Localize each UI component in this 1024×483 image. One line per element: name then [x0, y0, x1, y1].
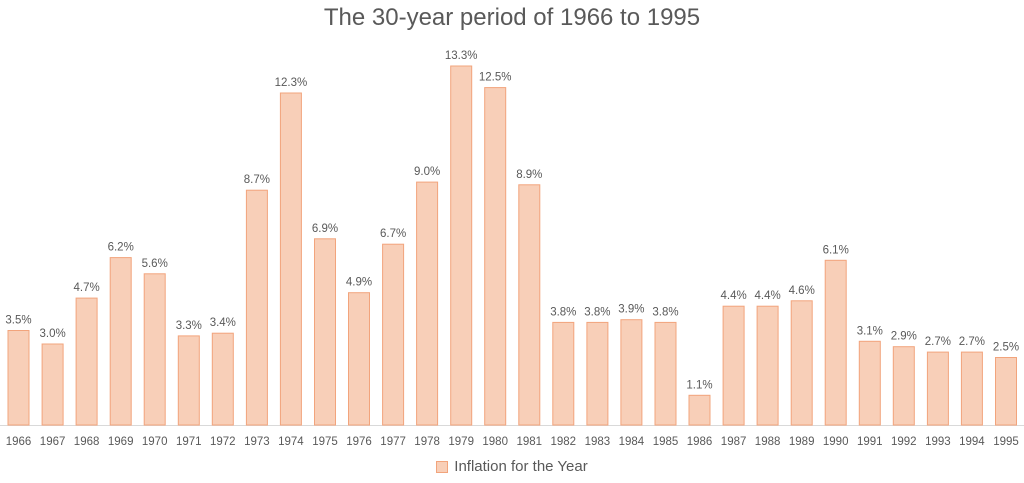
- x-tick-label-1985: 1985: [653, 436, 679, 448]
- x-tick-label-1991: 1991: [857, 436, 883, 448]
- chart-title: The 30-year period of 1966 to 1995: [323, 4, 701, 31]
- data-label-1976: 4.9%: [346, 277, 372, 289]
- x-tick-label-1974: 1974: [278, 436, 304, 448]
- x-tick-label-1995: 1995: [993, 436, 1019, 448]
- bar-1978: [416, 181, 439, 426]
- x-tick-label-1976: 1976: [346, 436, 372, 448]
- bar-1973: [245, 189, 268, 426]
- data-label-1985: 3.8%: [652, 306, 678, 318]
- data-label-1987: 4.4%: [720, 290, 746, 302]
- x-tick-label-1993: 1993: [925, 436, 951, 448]
- data-label-1975: 6.9%: [312, 223, 338, 235]
- bar-1991: [858, 340, 881, 426]
- x-tick-label-1992: 1992: [891, 436, 917, 448]
- x-tick-label-1983: 1983: [585, 436, 611, 448]
- x-tick-label-1973: 1973: [244, 436, 270, 448]
- data-label-1993: 2.7%: [925, 336, 951, 348]
- x-tick-label-1982: 1982: [551, 436, 577, 448]
- x-tick-label-1990: 1990: [823, 436, 849, 448]
- legend-swatch: [436, 460, 449, 473]
- x-tick-label-1966: 1966: [6, 436, 32, 448]
- data-label-1977: 6.7%: [380, 228, 406, 240]
- x-tick-label-1979: 1979: [448, 436, 474, 448]
- bar-1968: [75, 297, 98, 426]
- bar-1983: [586, 321, 609, 426]
- data-label-1970: 5.6%: [142, 258, 168, 270]
- x-tick-label-1970: 1970: [142, 436, 168, 448]
- x-tick-label-1981: 1981: [517, 436, 543, 448]
- x-tick-label-1980: 1980: [482, 436, 508, 448]
- bar-1986: [688, 394, 711, 426]
- bar-1995: [995, 357, 1017, 426]
- bar-1971: [177, 335, 200, 426]
- data-label-1972: 3.4%: [210, 317, 236, 329]
- bar-1970: [143, 273, 166, 426]
- data-label-1988: 4.4%: [754, 290, 780, 302]
- data-label-1983: 3.8%: [584, 306, 610, 318]
- bar-1969: [109, 257, 132, 426]
- data-label-1981: 8.9%: [516, 169, 542, 181]
- bar-1987: [722, 305, 745, 426]
- x-tick-label-1988: 1988: [755, 436, 781, 448]
- bar-1992: [892, 346, 915, 426]
- bar-1980: [484, 87, 507, 426]
- data-label-1978: 9.0%: [414, 166, 440, 178]
- legend: Inflation for the Year: [0, 458, 1024, 475]
- x-tick-label-1989: 1989: [789, 436, 815, 448]
- x-tick-label-1984: 1984: [619, 436, 645, 448]
- bar-1981: [518, 184, 541, 426]
- data-label-1984: 3.9%: [618, 304, 644, 316]
- bar-1994: [960, 351, 983, 426]
- x-tick-label-1971: 1971: [176, 436, 202, 448]
- bar-1984: [620, 319, 643, 426]
- bar-1988: [756, 305, 779, 426]
- data-label-1982: 3.8%: [550, 306, 576, 318]
- x-tick-label-1968: 1968: [74, 436, 100, 448]
- bar-1990: [824, 259, 847, 426]
- x-tick-label-1975: 1975: [312, 436, 338, 448]
- bar-1993: [926, 351, 949, 426]
- bar-1982: [552, 321, 575, 426]
- data-label-1969: 6.2%: [108, 242, 134, 254]
- data-label-1979: 13.3%: [445, 50, 478, 62]
- x-tick-label-1967: 1967: [40, 436, 66, 448]
- bar-1975: [314, 238, 336, 426]
- bar-1967: [41, 343, 64, 426]
- data-label-1990: 6.1%: [823, 244, 849, 256]
- data-label-1991: 3.1%: [857, 325, 883, 337]
- data-label-1992: 2.9%: [891, 331, 917, 343]
- x-tick-label-1994: 1994: [959, 436, 985, 448]
- data-label-1974: 12.3%: [275, 77, 308, 89]
- legend-label: Inflation for the Year: [454, 458, 588, 475]
- x-tick-label-1972: 1972: [210, 436, 236, 448]
- data-label-1968: 4.7%: [73, 282, 99, 294]
- x-tick-label-1986: 1986: [687, 436, 713, 448]
- x-tick-label-1977: 1977: [380, 436, 406, 448]
- bar-1966: [7, 330, 30, 426]
- x-tick-label-1969: 1969: [108, 436, 134, 448]
- data-label-1994: 2.7%: [959, 336, 985, 348]
- bar-1985: [654, 321, 677, 426]
- bar-1974: [279, 92, 302, 426]
- x-tick-label-1978: 1978: [414, 436, 440, 448]
- data-label-1971: 3.3%: [176, 320, 202, 332]
- bar-1976: [348, 292, 370, 426]
- data-label-1986: 1.1%: [686, 379, 712, 391]
- data-label-1973: 8.7%: [244, 174, 270, 186]
- data-label-1989: 4.6%: [789, 285, 815, 297]
- bar-1989: [790, 300, 813, 426]
- x-tick-label-1987: 1987: [721, 436, 747, 448]
- data-label-1967: 3.0%: [39, 328, 65, 340]
- data-label-1966: 3.5%: [5, 315, 31, 327]
- bar-1979: [450, 65, 473, 426]
- bar-1972: [211, 332, 234, 426]
- data-label-1995: 2.5%: [993, 342, 1019, 354]
- data-label-1980: 12.5%: [479, 72, 512, 84]
- bar-1977: [382, 243, 405, 426]
